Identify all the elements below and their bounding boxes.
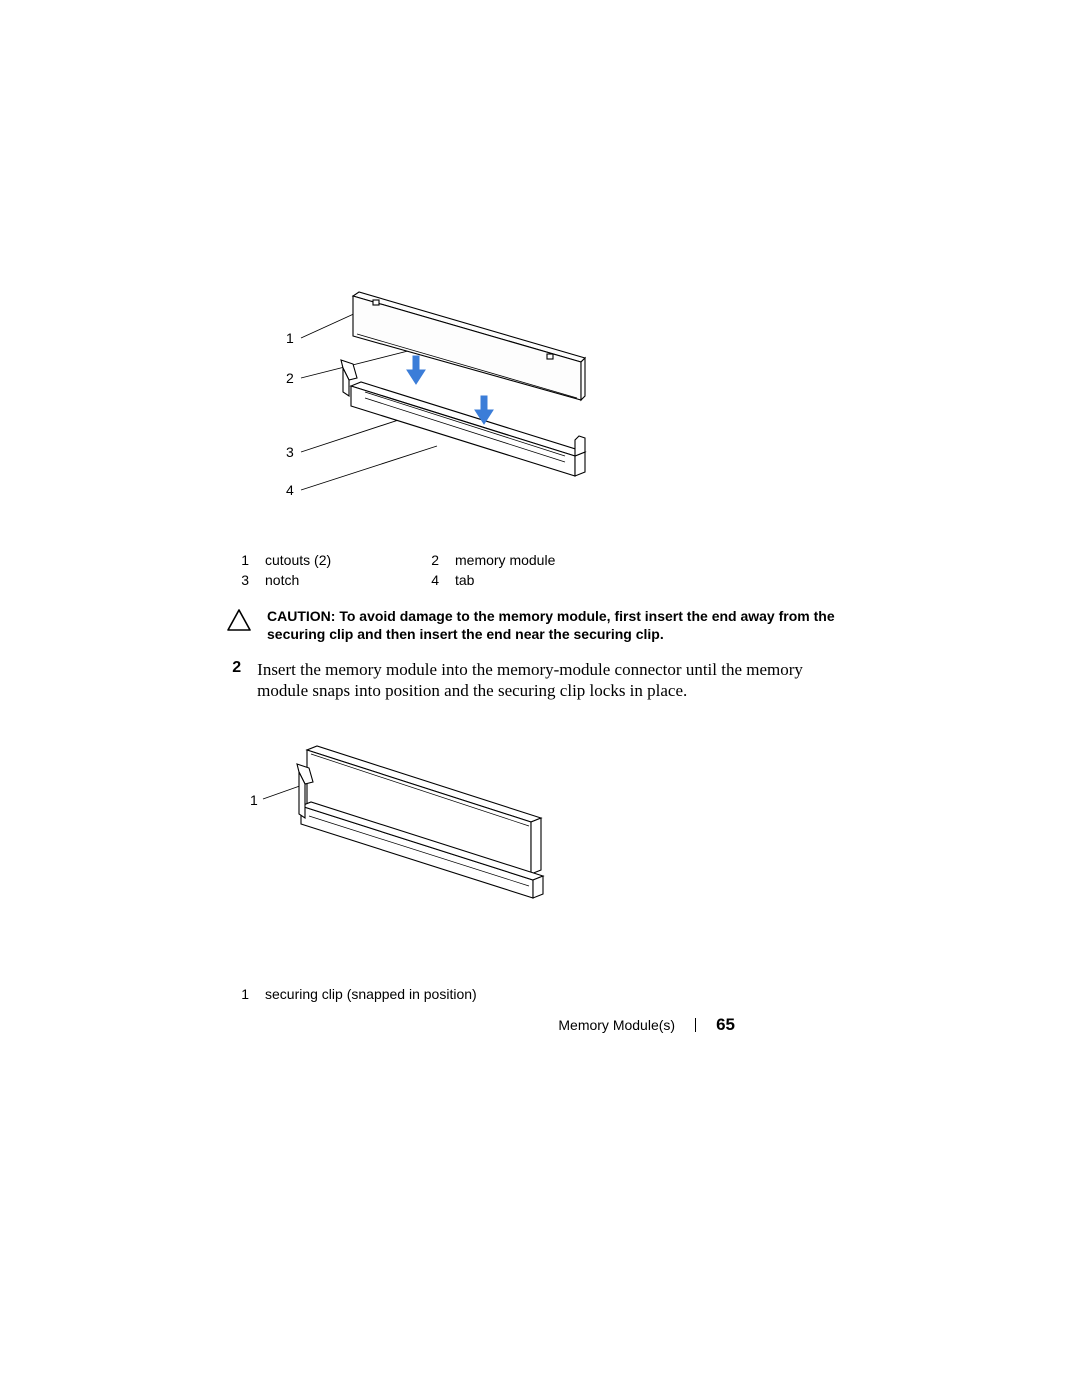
figure1-legend: 1 cutouts (2) 2 memory module 3 notch 4 … (227, 552, 747, 588)
fig2-svg (245, 726, 705, 926)
caution-icon (227, 608, 253, 643)
legend-label: memory module (439, 552, 607, 568)
fig1-svg (265, 270, 765, 510)
figure-module-snapped: 1 (245, 726, 705, 926)
content-area: 1 2 3 4 (245, 270, 835, 1002)
legend-label: cutouts (2) (249, 552, 417, 568)
fig1-callout-1: 1 (286, 330, 294, 346)
fig1-callout-2: 2 (286, 370, 294, 386)
legend-label: notch (249, 572, 417, 588)
instruction-step: 2 Insert the memory module into the memo… (227, 659, 835, 702)
step-number: 2 (227, 659, 241, 702)
legend-row: 1 securing clip (snapped in position) (227, 986, 835, 1002)
legend-num: 4 (417, 572, 439, 588)
fig1-callout-4: 4 (286, 482, 294, 498)
caution-lead: CAUTION: (267, 608, 335, 624)
footer-page-number: 65 (716, 1015, 735, 1035)
figure2-legend: 1 securing clip (snapped in position) (227, 986, 835, 1002)
caution-text: CAUTION: To avoid damage to the memory m… (253, 608, 835, 643)
legend-label: tab (439, 572, 607, 588)
legend-num: 3 (227, 572, 249, 588)
legend-label: securing clip (snapped in position) (249, 986, 477, 1002)
document-page: 1 2 3 4 (0, 0, 1080, 1397)
legend-num: 2 (417, 552, 439, 568)
fig2-callout-1: 1 (250, 792, 258, 808)
legend-num: 1 (227, 552, 249, 568)
legend-num: 1 (227, 986, 249, 1002)
legend-row: 1 cutouts (2) 2 memory module (227, 552, 747, 568)
caution-block: CAUTION: To avoid damage to the memory m… (227, 608, 835, 643)
caution-body: To avoid damage to the memory module, fi… (267, 608, 835, 642)
fig1-callout-3: 3 (286, 444, 294, 460)
page-footer: Memory Module(s) 65 (335, 1015, 735, 1035)
step-body: Insert the memory module into the memory… (241, 659, 835, 702)
footer-section-title: Memory Module(s) (558, 1017, 675, 1033)
figure-memory-module-insertion: 1 2 3 4 (265, 270, 765, 510)
legend-row: 3 notch 4 tab (227, 572, 747, 588)
footer-separator (695, 1018, 696, 1032)
